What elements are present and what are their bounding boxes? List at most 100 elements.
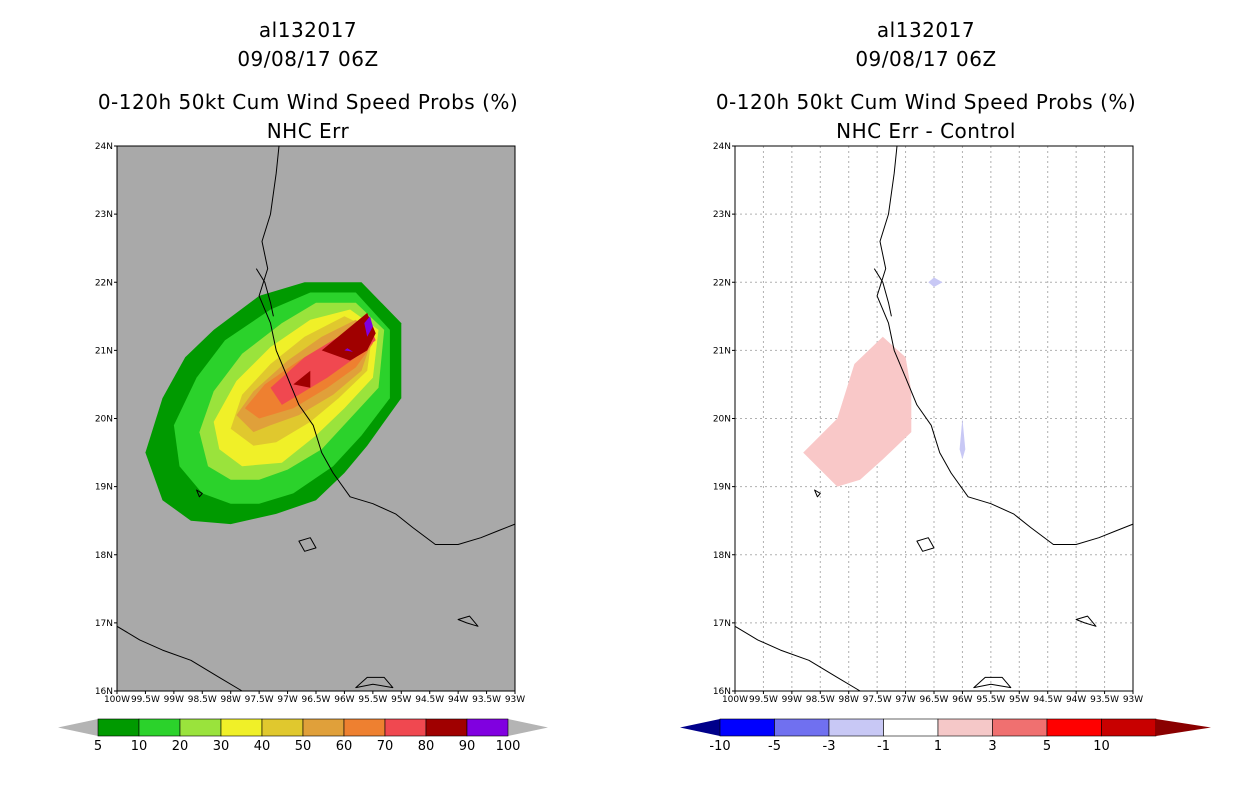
colorbar-label: 90	[459, 739, 476, 754]
left-title: al132017 09/08/17 06Z 0-120h 50kt Cum Wi…	[58, 16, 558, 146]
lon-tick-label: 95.5W	[358, 695, 387, 705]
right-title: al132017 09/08/17 06Z 0-120h 50kt Cum Wi…	[676, 16, 1176, 146]
lon-tick-label: 94W	[1066, 695, 1086, 705]
lat-tick-label: 20N	[713, 415, 731, 425]
island-outline	[916, 537, 935, 552]
lat-tick-label: 22N	[713, 278, 731, 288]
lon-tick-label: 99W	[164, 695, 184, 705]
lon-tick-label: 96W	[952, 695, 972, 705]
lon-tick-label: 98.5W	[806, 695, 835, 705]
lat-tick-label: 20N	[95, 415, 113, 425]
lat-tick-label: 19N	[95, 483, 113, 493]
colorbar-label: 40	[254, 739, 271, 754]
contour--3--1	[959, 418, 966, 460]
lon-tick-label: 97W	[895, 695, 915, 705]
lat-tick-label: 24N	[713, 142, 731, 152]
colorbar-end-right	[1156, 719, 1211, 736]
lat-tick-label: 18N	[713, 551, 731, 561]
colorbar-box	[138, 718, 181, 737]
colorbar-label: 70	[377, 739, 394, 754]
lat-tick-label: 21N	[95, 346, 113, 356]
island-outline	[298, 537, 317, 552]
coastline-south	[116, 625, 243, 692]
colorbar-box	[883, 718, 939, 737]
colorbar-box	[425, 718, 468, 737]
lat-tick-label: 23N	[713, 210, 731, 220]
colorbar-box	[261, 718, 304, 737]
colorbar-end-left	[680, 719, 720, 736]
lon-tick-label: 95W	[391, 695, 411, 705]
coastline	[876, 145, 1134, 545]
colorbar-label: 10	[1093, 739, 1110, 754]
colorbar-box	[828, 718, 884, 737]
colorbar-left: 5 10 20 30 40 50 60 70 80 90 100	[58, 718, 548, 754]
colorbar-right: -10 -5 -3 -1 1 3 5 10	[680, 718, 1211, 754]
right-title-line1: al132017	[876, 18, 976, 42]
colorbar-box	[992, 718, 1048, 737]
coastline	[258, 145, 516, 545]
lon-tick-label: 93W	[1123, 695, 1143, 705]
colorbar-label: -5	[768, 739, 781, 754]
colorbar-label: 10	[131, 739, 148, 754]
lat-tick-label: 22N	[95, 278, 113, 288]
colorbar-label: 3	[988, 739, 996, 754]
colorbar-label: 5	[94, 739, 102, 754]
lon-tick-label: 97.5W	[863, 695, 892, 705]
colorbar-end-right	[508, 719, 548, 736]
lon-tick-label: 93.5W	[1090, 695, 1119, 705]
colorbar-box	[466, 718, 509, 737]
lon-tick-label: 99.5W	[749, 695, 778, 705]
colorbar-label: -10	[709, 739, 730, 754]
colorbar-label: 30	[213, 739, 230, 754]
lon-tick-label: 95.5W	[976, 695, 1005, 705]
lat-tick-label: 18N	[95, 551, 113, 561]
left-title-line4: NHC Err	[266, 119, 350, 143]
lat-tick-label: 21N	[713, 346, 731, 356]
lat-tick-label: 17N	[713, 619, 731, 629]
colorbar-label: 20	[172, 739, 189, 754]
colorbar-label: 60	[336, 739, 353, 754]
colorbar-label: 5	[1043, 739, 1051, 754]
island-outline	[457, 615, 479, 627]
colorbar-box	[1046, 718, 1102, 737]
lat-tick-label: 16N	[95, 687, 113, 697]
contour-80-90	[293, 370, 311, 388]
lon-tick-label: 100W	[104, 695, 130, 705]
lon-tick-label: 96.5W	[920, 695, 949, 705]
colorbar-box	[97, 718, 140, 737]
colorbar-label: -3	[823, 739, 836, 754]
lon-tick-label: 93.5W	[472, 695, 501, 705]
lon-tick-label: 100W	[722, 695, 748, 705]
right-title-line2: 09/08/17 06Z	[855, 47, 997, 71]
lat-tick-label: 24N	[95, 142, 113, 152]
colorbar-box	[719, 718, 775, 737]
coastline-lagoon	[255, 268, 274, 317]
island-outline	[1075, 615, 1097, 627]
contour--3--1	[928, 277, 943, 287]
right-title-line3: 0-120h 50kt Cum Wind Speed Probs (%)	[715, 90, 1137, 114]
colorbar-box	[302, 718, 345, 737]
coastline-south	[734, 625, 861, 692]
lon-tick-label: 94.5W	[1033, 695, 1062, 705]
colorbar-box	[774, 718, 830, 737]
island-outline	[814, 489, 821, 498]
contour-80-90	[321, 312, 376, 361]
colorbar-box	[179, 718, 222, 737]
contour-90-100	[344, 348, 353, 352]
lon-tick-label: 98W	[839, 695, 859, 705]
colorbar-label: -1	[877, 739, 890, 754]
lon-tick-label: 98.5W	[188, 695, 217, 705]
colorbar-end-left	[58, 719, 98, 736]
colorbar-box	[384, 718, 427, 737]
left-title-line3: 0-120h 50kt Cum Wind Speed Probs (%)	[97, 90, 519, 114]
lon-tick-label: 99W	[782, 695, 802, 705]
lat-tick-label: 19N	[713, 483, 731, 493]
left-title-line2: 09/08/17 06Z	[237, 47, 379, 71]
island-outline	[355, 676, 394, 689]
lat-tick-label: 16N	[713, 687, 731, 697]
contour-90-100	[364, 316, 373, 337]
lon-tick-label: 94W	[448, 695, 468, 705]
lat-tick-label: 23N	[95, 210, 113, 220]
